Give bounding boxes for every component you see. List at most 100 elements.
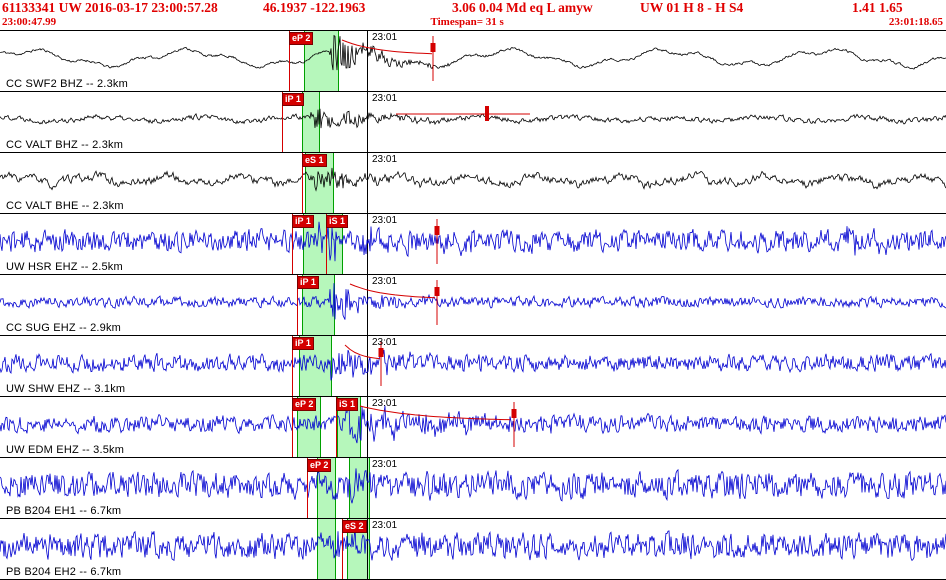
phase-pick-line — [292, 214, 293, 274]
phase-pick-flag[interactable]: eP 2 — [307, 459, 332, 472]
minute-tick — [367, 519, 368, 579]
waveform-canvas[interactable] — [0, 31, 946, 91]
station-label: PB B204 EH2 -- 6.7km — [6, 566, 122, 578]
phase-pick-flag[interactable]: iS 1 — [326, 215, 349, 228]
phase-pick-flag[interactable]: eS 1 — [302, 154, 327, 167]
trace-row: eS 1 23:01 CC VALT BHE -- 2.3km — [0, 153, 946, 214]
coda-decay-curve — [349, 283, 436, 299]
trace-row: iP 1 23:01 CC SUG EHZ -- 2.9km — [0, 275, 946, 336]
trace-row: iP 1 iS 1 23:01 UW HSR EHZ -- 2.5km — [0, 214, 946, 275]
phase-pick-flag[interactable]: eP 2 — [292, 398, 317, 411]
station-label: CC SUG EHZ -- 2.9km — [6, 322, 122, 334]
coda-decay-curve — [341, 39, 433, 55]
station-label: CC VALT BHZ -- 2.3km — [6, 139, 124, 151]
minute-tick — [367, 458, 368, 518]
trace-row: eP 2 23:01 CC SWF2 BHZ -- 2.3km — [0, 31, 946, 92]
station-label: UW SHW EHZ -- 3.1km — [6, 383, 126, 395]
coda-end-flag[interactable] — [511, 409, 517, 418]
phase-pick-flag[interactable]: iS 1 — [336, 398, 359, 411]
minute-tick — [367, 397, 368, 457]
minute-label: 23:01 — [372, 337, 398, 348]
waveform-canvas[interactable] — [0, 519, 946, 579]
timespan-bar: 23:00:47.99 Timespan= 31 s 23:01:18.65 — [0, 16, 946, 30]
trace-row: eP 2 23:01 PB B204 EH1 -- 6.7km — [0, 458, 946, 519]
header-field: 61133341 UW 2016-03-17 23:00:57.28 — [2, 0, 218, 15]
event-header: 61133341 UW 2016-03-17 23:00:57.28 46.193… — [0, 0, 946, 16]
minute-tick — [367, 336, 368, 396]
coda-decay-curve — [344, 344, 381, 360]
pick-window-band — [347, 519, 370, 579]
station-label: CC VALT BHE -- 2.3km — [6, 200, 124, 212]
trace-area: eP 2 23:01 CC SWF2 BHZ -- 2.3km iP 1 23:01 CC… — [0, 30, 946, 580]
seismic-trace — [0, 167, 946, 192]
seismic-trace — [0, 221, 946, 262]
trace-row: eP 2 iS 1 23:01 UW EDM EHZ -- 3.5km — [0, 397, 946, 458]
seismic-trace — [0, 283, 946, 320]
header-field: UW 01 H 8 - H S4 — [640, 0, 744, 15]
minute-tick — [367, 31, 368, 91]
coda-end-flag[interactable] — [430, 43, 436, 52]
coda-decay-curve — [359, 405, 511, 421]
station-label: CC SWF2 BHZ -- 2.3km — [6, 78, 128, 90]
minute-tick — [367, 92, 368, 152]
phase-pick-line — [292, 397, 293, 457]
window-end-time: 23:01:18.65 — [888, 16, 943, 28]
minute-label: 23:01 — [372, 215, 398, 226]
waveform-canvas[interactable] — [0, 397, 946, 457]
trace-row: eS 2 23:01 PB B204 EH2 -- 6.7km — [0, 519, 946, 580]
seismic-trace — [0, 108, 946, 129]
waveform-canvas[interactable] — [0, 275, 946, 335]
waveform-canvas[interactable] — [0, 458, 946, 518]
coda-end-flag[interactable] — [434, 287, 440, 296]
phase-pick-flag[interactable]: iP 1 — [292, 337, 314, 350]
timespan-label: Timespan= 31 s — [430, 16, 504, 28]
phase-pick-flag[interactable]: iP 1 — [297, 276, 319, 289]
seismic-trace — [0, 349, 946, 381]
phase-pick-line — [302, 153, 303, 213]
phase-pick-flag[interactable]: eS 2 — [342, 520, 367, 533]
phase-pick-line — [336, 397, 337, 457]
phase-pick-line — [326, 214, 327, 274]
waveform-canvas[interactable] — [0, 336, 946, 396]
seismic-trace — [0, 468, 946, 504]
coda-end-flag[interactable] — [378, 348, 384, 357]
minute-label: 23:01 — [372, 520, 398, 531]
waveform-canvas[interactable] — [0, 153, 946, 213]
station-label: UW EDM EHZ -- 3.5km — [6, 444, 125, 456]
seismic-trace — [0, 403, 946, 444]
minute-label: 23:01 — [372, 32, 398, 43]
minute-label: 23:01 — [372, 154, 398, 165]
minute-tick — [367, 153, 368, 213]
phase-pick-line — [297, 275, 298, 335]
window-start-time: 23:00:47.99 — [2, 16, 57, 28]
phase-pick-line — [289, 31, 290, 91]
minute-label: 23:01 — [372, 276, 398, 287]
trace-row: iP 1 23:01 UW SHW EHZ -- 3.1km — [0, 336, 946, 397]
phase-pick-line — [342, 519, 343, 579]
station-label: PB B204 EH1 -- 6.7km — [6, 505, 122, 517]
phase-pick-line — [282, 92, 283, 152]
header-field: 3.06 0.04 Md eq L amyw — [452, 0, 593, 15]
trace-row: iP 1 23:01 CC VALT BHZ -- 2.3km — [0, 92, 946, 153]
header-field: 1.41 1.65 — [852, 0, 903, 15]
waveform-canvas[interactable] — [0, 214, 946, 274]
minute-tick — [367, 275, 368, 335]
phase-pick-flag[interactable]: eP 2 — [289, 32, 314, 45]
phase-pick-flag[interactable]: iP 1 — [282, 93, 304, 106]
minute-label: 23:01 — [372, 459, 398, 470]
waveform-canvas[interactable] — [0, 92, 946, 152]
minute-label: 23:01 — [372, 398, 398, 409]
seismic-trace — [0, 34, 946, 71]
pick-window-band — [317, 519, 336, 579]
coda-end-flag[interactable] — [485, 106, 489, 121]
minute-tick — [367, 214, 368, 274]
phase-pick-flag[interactable]: iP 1 — [292, 215, 314, 228]
phase-pick-line — [307, 458, 308, 518]
minute-label: 23:01 — [372, 93, 398, 104]
station-label: UW HSR EHZ -- 2.5km — [6, 261, 123, 273]
coda-end-flag[interactable] — [434, 226, 440, 235]
header-field: 46.1937 -122.1963 — [263, 0, 366, 15]
seismic-trace — [0, 527, 946, 562]
phase-pick-line — [292, 336, 293, 396]
